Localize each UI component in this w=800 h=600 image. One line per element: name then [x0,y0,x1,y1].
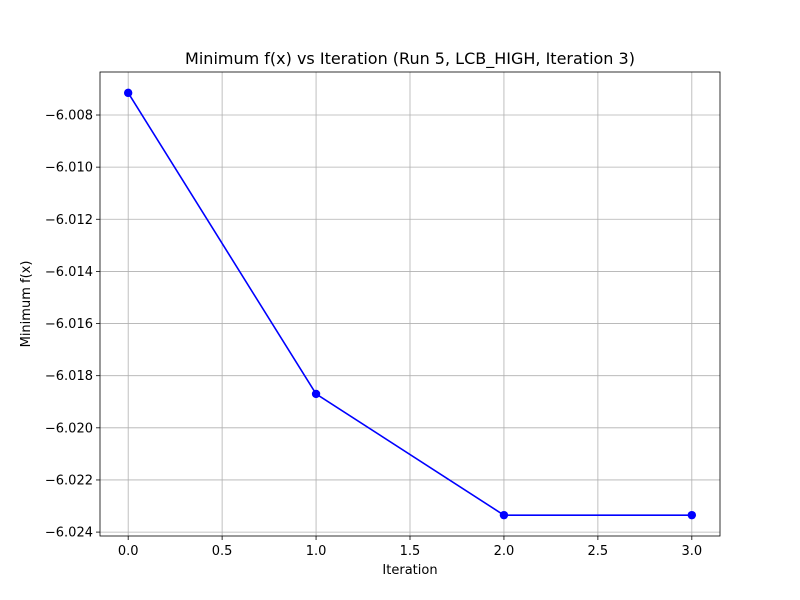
series-polyline [127,92,692,516]
y-tick-label: −6.018 [45,369,93,384]
y-tick-label: −6.014 [45,265,93,280]
series-line [127,92,692,516]
y-tick-label: −6.020 [45,421,93,436]
grid-lines [100,72,720,536]
x-tick-label: 1.0 [306,544,327,559]
x-tick-label: 1.5 [400,544,421,559]
y-axis-ticks: −6.008 −6.010 −6.012 −6.014 −6.016 −6.018 −6.0… [45,109,100,541]
x-axis-ticks: 0.0 0.5 1.0 1.5 2.0 2.5 3.0 [118,536,702,559]
y-tick-label: −6.022 [45,473,93,488]
x-tick-label: 2.0 [494,544,515,559]
series-markers [123,88,697,520]
y-tick-label: −6.024 [45,526,93,541]
y-axis-label: Minimum f(x) [19,261,34,348]
chart-title: Minimum f(x) vs Iteration (Run 5, LCB_HI… [185,49,635,69]
y-tick-label: −6.010 [45,161,93,176]
x-tick-label: 0.5 [212,544,233,559]
data-point-marker [123,88,133,98]
y-tick-label: −6.008 [45,109,93,124]
data-point-marker [499,510,509,520]
x-tick-label: 2.5 [588,544,609,559]
data-point-marker [311,389,321,399]
x-axis-label: Iteration [382,563,437,578]
x-tick-label: 3.0 [681,544,702,559]
data-point-marker [687,510,697,520]
x-tick-label: 0.0 [118,544,139,559]
y-tick-label: −6.016 [45,317,93,332]
y-tick-label: −6.012 [45,213,93,228]
